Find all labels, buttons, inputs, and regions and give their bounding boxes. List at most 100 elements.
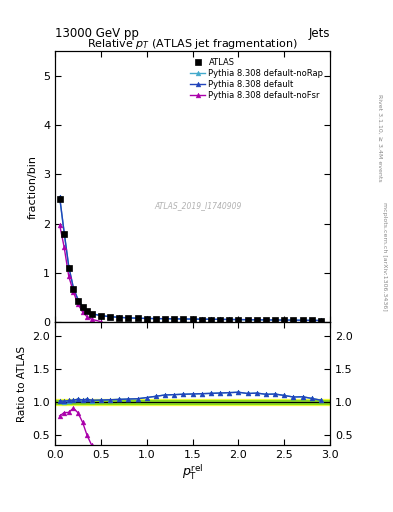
ATLAS [172, 316, 176, 322]
ATLAS [282, 317, 286, 324]
Pythia 8.308 default [66, 264, 71, 270]
Pythia 8.308 default-noFsr [57, 222, 62, 228]
Pythia 8.308 default-noFsr [85, 314, 90, 320]
ATLAS [236, 317, 241, 323]
Pythia 8.308 default-noRap [62, 230, 66, 236]
Pythia 8.308 default [236, 316, 241, 323]
ATLAS [209, 316, 213, 323]
ATLAS [99, 313, 103, 319]
Pythia 8.308 default-noFsr [89, 316, 94, 323]
Pythia 8.308 default-noRap [282, 317, 286, 323]
Pythia 8.308 default [300, 317, 305, 324]
Pythia 8.308 default-noRap [227, 316, 231, 323]
Bar [55, 399, 330, 406]
Pythia 8.308 default [181, 316, 186, 322]
Pythia 8.308 default [282, 317, 286, 323]
Pythia 8.308 default-noRap [99, 312, 103, 318]
Pythia 8.308 default [319, 317, 323, 324]
Pythia 8.308 default [172, 316, 176, 322]
Pythia 8.308 default-noFsr [75, 301, 80, 307]
Text: ATLAS_2019_I1740909: ATLAS_2019_I1740909 [154, 201, 242, 210]
ATLAS [117, 314, 121, 321]
Pythia 8.308 default [99, 312, 103, 318]
Pythia 8.308 default-noFsr [66, 273, 71, 280]
Pythia 8.308 default [309, 317, 314, 324]
Pythia 8.308 default-noRap [57, 194, 62, 200]
Line: Pythia 8.308 default-noFsr: Pythia 8.308 default-noFsr [57, 222, 103, 324]
ATLAS [218, 316, 222, 323]
ATLAS [199, 316, 204, 323]
Pythia 8.308 default-noRap [209, 316, 213, 323]
Pythia 8.308 default [62, 229, 66, 236]
X-axis label: $p_{\rm T}^{\rm rel}$: $p_{\rm T}^{\rm rel}$ [182, 463, 203, 482]
ATLAS [309, 317, 314, 324]
Pythia 8.308 default-noFsr [80, 309, 85, 315]
Pythia 8.308 default [163, 315, 167, 322]
Pythia 8.308 default-noRap [319, 317, 323, 324]
Pythia 8.308 default [154, 315, 158, 322]
ATLAS [264, 317, 268, 323]
Pythia 8.308 default [71, 285, 76, 291]
Pythia 8.308 default [273, 317, 277, 323]
Line: Pythia 8.308 default: Pythia 8.308 default [57, 194, 323, 323]
Pythia 8.308 default-noRap [89, 311, 94, 317]
ATLAS [144, 315, 149, 322]
ATLAS [126, 315, 131, 321]
Pythia 8.308 default-noRap [108, 313, 112, 319]
Text: Jets: Jets [309, 27, 330, 40]
ATLAS [319, 317, 323, 324]
ATLAS [163, 316, 167, 322]
Pythia 8.308 default-noRap [163, 315, 167, 322]
ATLAS [66, 265, 71, 271]
ATLAS [245, 317, 250, 323]
ATLAS [227, 317, 231, 323]
Pythia 8.308 default [209, 316, 213, 323]
Pythia 8.308 default [190, 316, 195, 322]
Pythia 8.308 default-noRap [181, 316, 186, 322]
Title: Relative $p_T$ (ATLAS jet fragmentation): Relative $p_T$ (ATLAS jet fragmentation) [87, 37, 298, 51]
Pythia 8.308 default-noRap [126, 315, 131, 321]
Pythia 8.308 default [108, 313, 112, 319]
Pythia 8.308 default-noRap [199, 316, 204, 322]
ATLAS [75, 297, 80, 304]
Pythia 8.308 default-noFsr [71, 289, 76, 295]
ATLAS [291, 317, 296, 324]
Pythia 8.308 default-noRap [154, 315, 158, 322]
Pythia 8.308 default [227, 316, 231, 323]
Pythia 8.308 default-noRap [245, 316, 250, 323]
Pythia 8.308 default-noRap [117, 314, 121, 321]
Text: 13000 GeV pp: 13000 GeV pp [55, 27, 139, 40]
Pythia 8.308 default-noFsr [62, 244, 66, 250]
Pythia 8.308 default [126, 315, 131, 321]
Pythia 8.308 default-noRap [172, 316, 176, 322]
Pythia 8.308 default-noRap [85, 308, 90, 314]
Pythia 8.308 default [144, 315, 149, 322]
ATLAS [254, 317, 259, 323]
Pythia 8.308 default-noRap [264, 317, 268, 323]
ATLAS [62, 230, 66, 237]
Pythia 8.308 default-noRap [236, 316, 241, 323]
ATLAS [57, 196, 62, 202]
Pythia 8.308 default-noRap [66, 264, 71, 270]
Pythia 8.308 default-noRap [71, 285, 76, 291]
Pythia 8.308 default-noRap [75, 296, 80, 303]
Pythia 8.308 default-noFsr [99, 318, 103, 325]
Pythia 8.308 default [254, 317, 259, 323]
Pythia 8.308 default [85, 308, 90, 314]
ATLAS [190, 316, 195, 323]
ATLAS [273, 317, 277, 323]
ATLAS [300, 317, 305, 324]
Pythia 8.308 default-noRap [309, 317, 314, 324]
Pythia 8.308 default [135, 315, 140, 321]
Text: Rivet 3.1.10, ≥ 3.4M events: Rivet 3.1.10, ≥ 3.4M events [377, 94, 382, 182]
Pythia 8.308 default [199, 316, 204, 322]
Pythia 8.308 default-noRap [291, 317, 296, 323]
ATLAS [71, 286, 76, 292]
ATLAS [135, 315, 140, 322]
Y-axis label: fraction/bin: fraction/bin [28, 155, 37, 219]
Pythia 8.308 default-noRap [273, 317, 277, 323]
Line: Pythia 8.308 default-noRap: Pythia 8.308 default-noRap [57, 195, 323, 323]
Pythia 8.308 default [245, 316, 250, 323]
Pythia 8.308 default [80, 304, 85, 310]
Pythia 8.308 default-noRap [144, 315, 149, 322]
